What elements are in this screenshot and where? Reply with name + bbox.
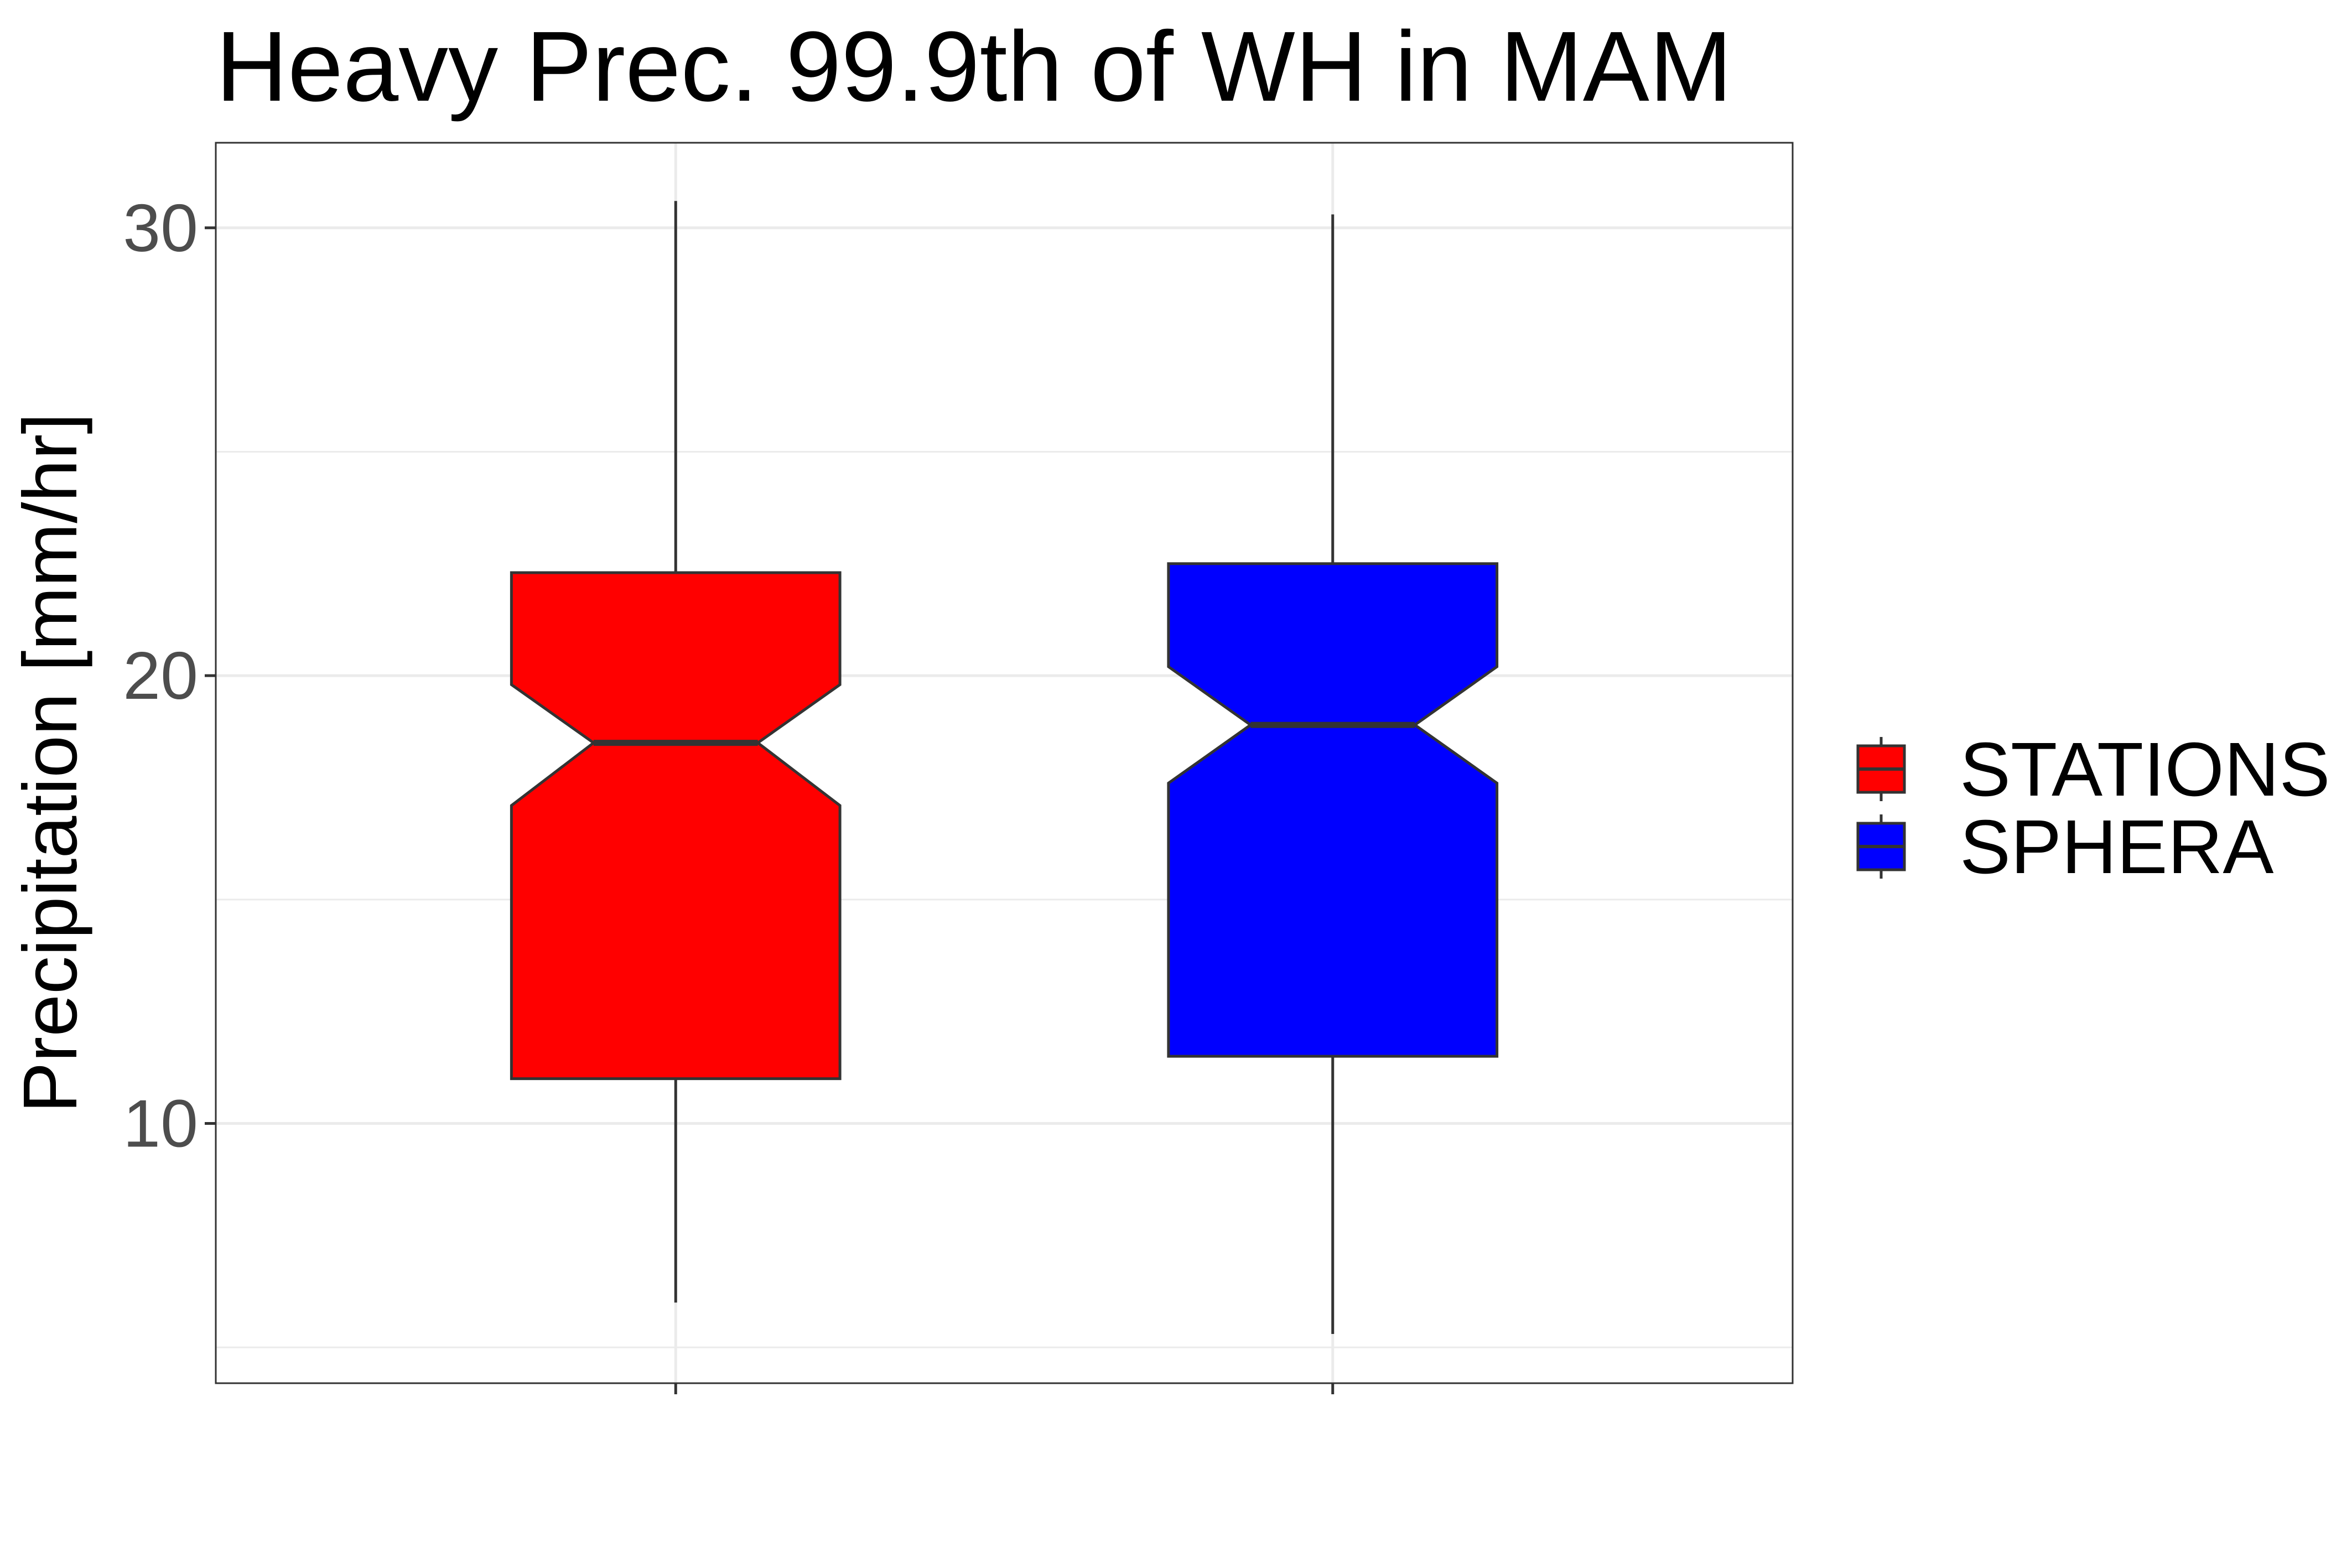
boxes-layer [510,201,1499,1334]
y-axis-title: Precipitation [mm/hr] [8,413,93,1113]
y-tick-label: 20 [123,638,198,713]
y-tick-label: 30 [123,190,198,266]
box-body [1167,562,1499,1058]
plot-border [215,142,1794,1384]
legend-label: STATIONS [1960,727,2330,812]
chart-title: Heavy Prec. 99.9th of WH in MAM [216,11,1732,122]
box-body [510,571,842,1081]
y-axis: 10 20 30 [123,190,216,1161]
plot-panel [216,143,1793,1383]
box-stations [510,201,842,1303]
box-sphera [1167,214,1499,1334]
legend-item-stations: STATIONS [1856,727,2330,812]
legend-label: SPHERA [1960,804,2274,890]
y-tick-label: 10 [123,1086,198,1161]
legend-item-sphera: SPHERA [1856,804,2274,890]
x-axis [674,1383,1335,1394]
